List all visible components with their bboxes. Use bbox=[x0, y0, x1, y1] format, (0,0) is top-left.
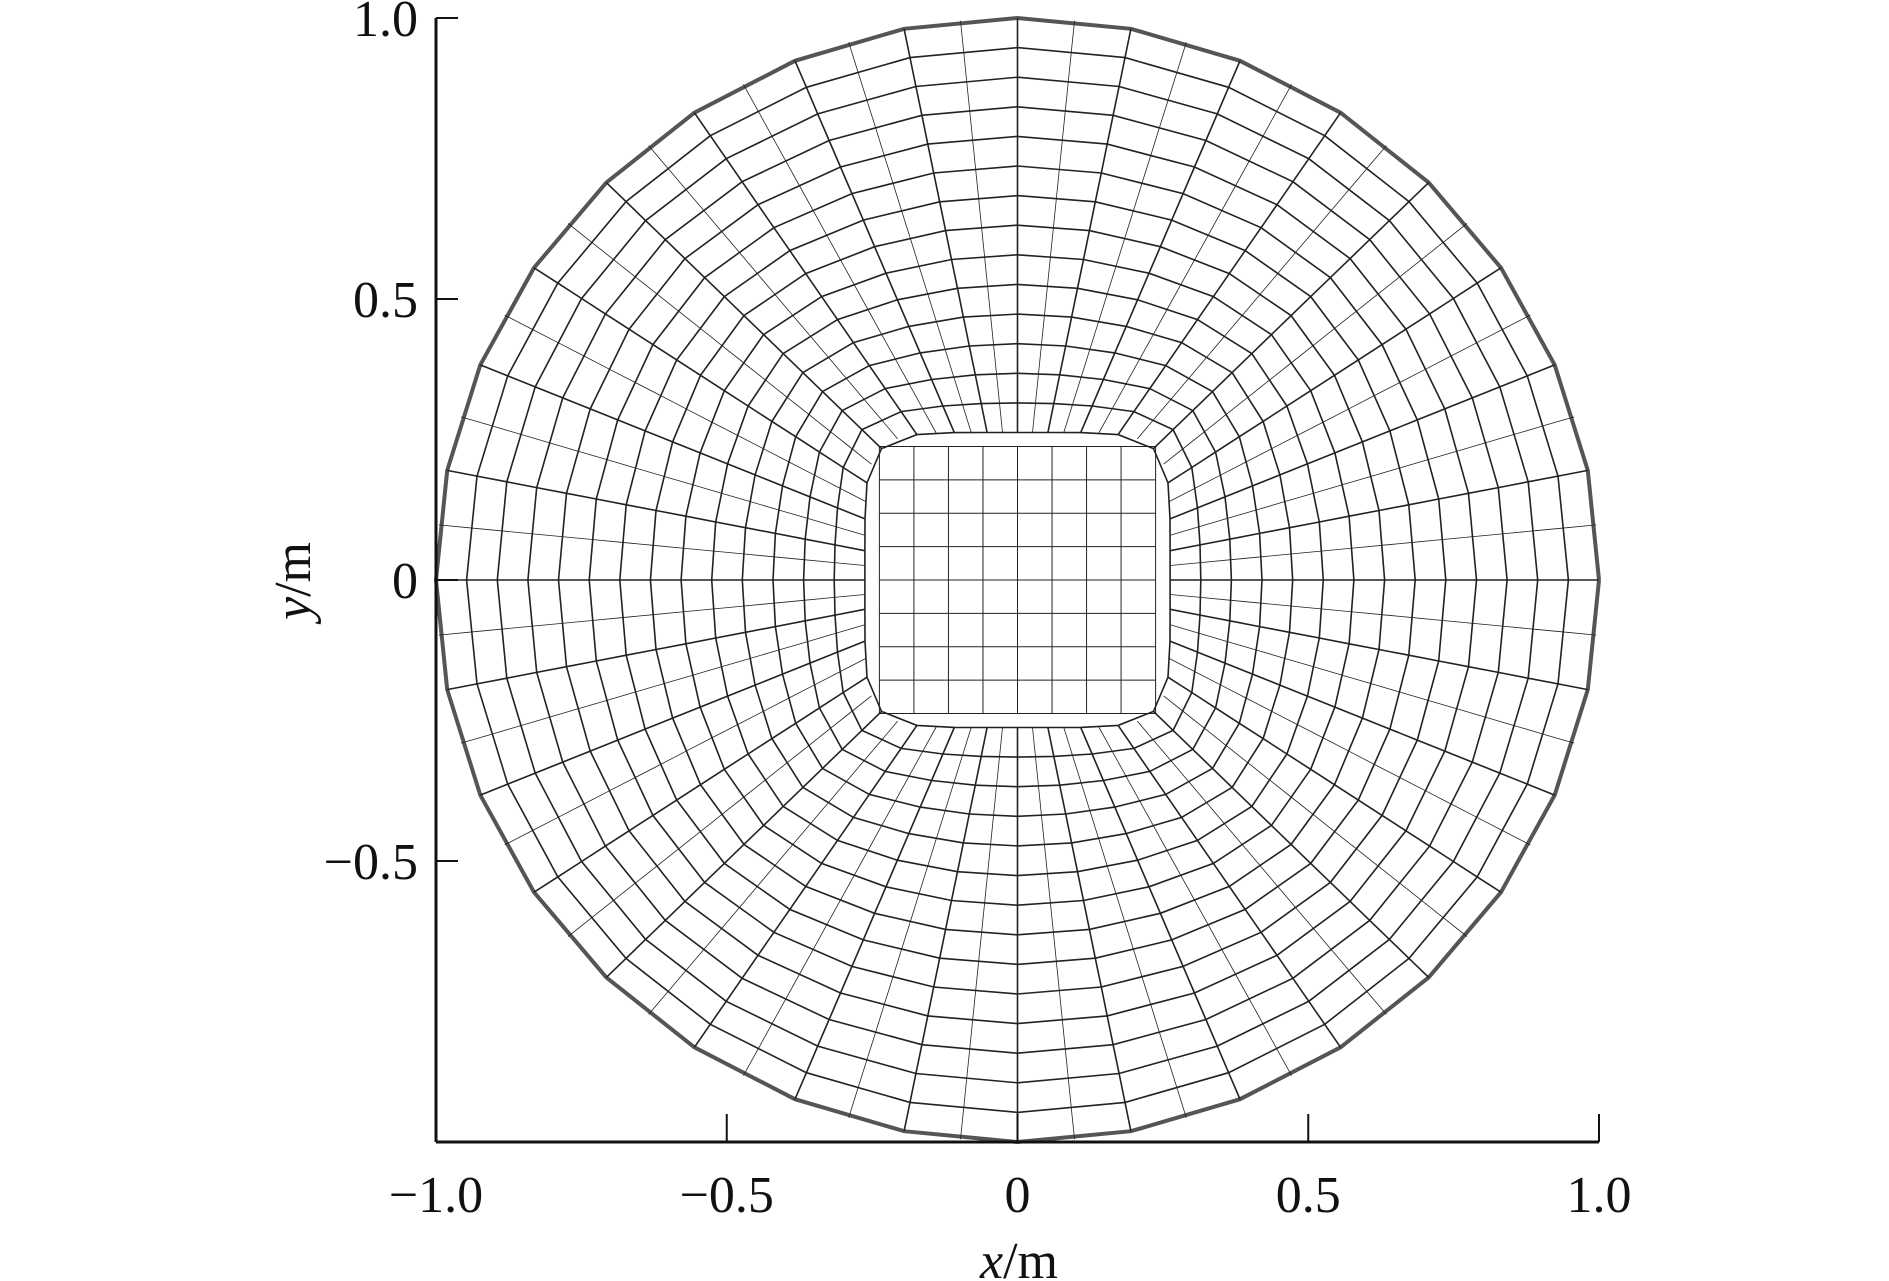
x-tick-label: −0.5 bbox=[680, 1167, 774, 1224]
mesh-spoke bbox=[1098, 84, 1292, 434]
mesh-spoke bbox=[693, 112, 918, 436]
mesh-spoke bbox=[447, 469, 866, 552]
x-tick-label: 1.0 bbox=[1567, 1167, 1632, 1224]
mesh-spoke bbox=[1098, 726, 1292, 1076]
mesh-spoke bbox=[1169, 608, 1588, 691]
mesh-spoke bbox=[1170, 524, 1597, 566]
mesh-spoke bbox=[1047, 727, 1132, 1132]
mesh-spoke bbox=[460, 416, 866, 536]
mesh-spoke bbox=[480, 640, 866, 796]
mesh-spoke bbox=[438, 524, 865, 566]
mesh-spoke bbox=[743, 726, 937, 1076]
mesh-spoke bbox=[1032, 20, 1075, 433]
mesh-spoke bbox=[1152, 710, 1430, 978]
mesh-spoke bbox=[848, 727, 972, 1118]
mesh-spoke bbox=[1169, 624, 1575, 744]
mesh-spoke bbox=[605, 182, 883, 450]
mesh-spoke bbox=[1170, 594, 1597, 636]
mesh-spoke bbox=[1079, 60, 1241, 433]
y-tick-label: 0 bbox=[392, 553, 418, 610]
mesh-spoke bbox=[648, 720, 899, 1015]
y-tick-label: 1.0 bbox=[353, 0, 418, 48]
mesh-spoke bbox=[1163, 695, 1468, 937]
x-axis-label: x/m bbox=[979, 1233, 1058, 1281]
mesh-spoke bbox=[1079, 727, 1241, 1100]
mesh-spoke bbox=[1047, 28, 1132, 433]
mesh-spoke bbox=[743, 84, 937, 434]
mesh-spoke bbox=[848, 42, 972, 433]
mesh-spoke bbox=[648, 145, 899, 440]
mesh-spoke bbox=[960, 20, 1003, 433]
mesh-spoke bbox=[1117, 112, 1342, 436]
mesh-spoke bbox=[794, 727, 956, 1100]
mesh-spoke bbox=[1169, 658, 1531, 846]
mesh-spoke bbox=[1152, 182, 1430, 450]
mesh-spoke bbox=[447, 608, 866, 691]
mesh-spoke bbox=[903, 28, 988, 433]
mesh-spoke bbox=[460, 624, 866, 744]
mesh-spoke bbox=[504, 658, 866, 846]
mesh-spoke bbox=[1169, 640, 1555, 796]
mesh-spoke bbox=[1167, 267, 1502, 484]
mesh-spoke bbox=[1063, 42, 1187, 433]
mesh-spoke bbox=[438, 594, 865, 636]
mesh-spoke bbox=[1169, 416, 1575, 536]
mesh-spoke bbox=[1163, 223, 1468, 465]
mesh-spoke bbox=[605, 710, 883, 978]
y-tick-label: −0.5 bbox=[324, 834, 418, 891]
mesh-spoke bbox=[1136, 145, 1387, 440]
y-tick-label: 0.5 bbox=[353, 272, 418, 329]
mesh-spoke bbox=[693, 724, 918, 1048]
mesh-spoke bbox=[1136, 720, 1387, 1015]
mesh-spoke bbox=[1167, 676, 1502, 893]
mesh-spoke bbox=[533, 676, 868, 893]
x-tick-label: −1.0 bbox=[389, 1167, 483, 1224]
mesh-spoke bbox=[794, 60, 956, 433]
x-tick-label: 0.5 bbox=[1276, 1167, 1341, 1224]
mesh-spoke bbox=[1063, 727, 1187, 1118]
y-axis-label: y/m bbox=[265, 542, 322, 625]
x-tick-label: 0 bbox=[1005, 1167, 1031, 1224]
ticks: −1.0 −0.5 0 0.5 1.0 −0.5 0 0.5 1.0 bbox=[324, 0, 1632, 1224]
mesh-grid bbox=[433, 15, 1601, 1145]
mesh-spoke bbox=[1032, 727, 1075, 1140]
mesh-spoke bbox=[1169, 364, 1555, 520]
mesh-spoke bbox=[1169, 314, 1531, 502]
mesh-spoke bbox=[1117, 724, 1342, 1048]
mesh-spoke bbox=[960, 727, 1003, 1140]
mesh-spoke bbox=[1169, 469, 1588, 552]
mesh-spoke bbox=[533, 267, 868, 484]
mesh-spoke bbox=[504, 314, 866, 502]
mesh-spoke bbox=[567, 695, 872, 937]
mesh-spoke bbox=[567, 223, 872, 465]
mesh-spoke bbox=[903, 727, 988, 1132]
mesh-spoke bbox=[480, 364, 866, 520]
